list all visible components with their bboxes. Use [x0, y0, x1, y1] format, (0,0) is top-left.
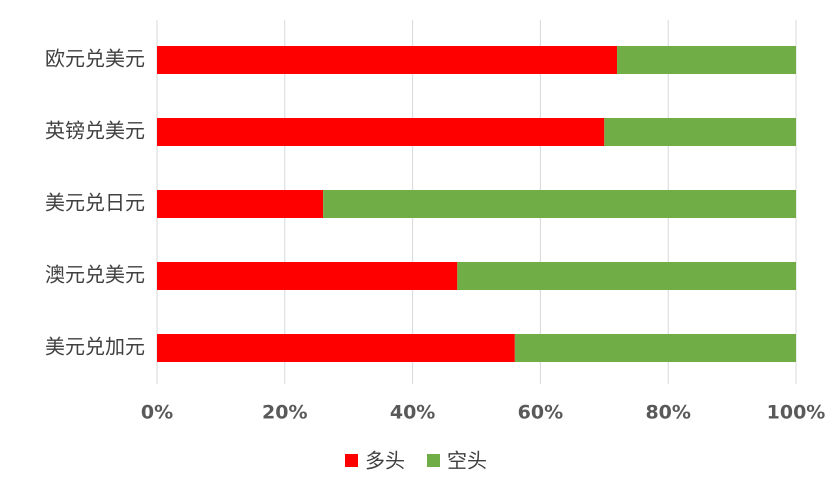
bar-segment [157, 334, 515, 362]
bar-segment [157, 118, 605, 146]
x-tick-label: 20% [262, 402, 307, 424]
x-tick-label: 100% [767, 402, 826, 424]
bar-segment [157, 46, 618, 74]
y-tick-label: 美元兑日元 [45, 191, 145, 215]
y-tick-label: 欧元兑美元 [45, 47, 145, 71]
bar-segment [157, 262, 458, 290]
bar-segment [617, 46, 796, 74]
x-tick-label: 60% [518, 402, 563, 424]
y-tick-label: 澳元兑美元 [45, 263, 145, 287]
bar-segment [457, 262, 796, 290]
legend-swatch [427, 454, 440, 467]
x-tick-label: 80% [645, 402, 690, 424]
x-tick-label: 40% [390, 402, 435, 424]
bar-segment [323, 190, 796, 218]
legend-label: 多头 [365, 449, 405, 473]
bar-segment [157, 190, 324, 218]
y-tick-label: 英镑兑美元 [45, 119, 145, 143]
x-tick-label: 0% [141, 402, 173, 424]
legend-swatch [345, 454, 358, 467]
y-tick-label: 美元兑加元 [45, 335, 145, 359]
legend-label: 空头 [447, 449, 487, 473]
bar-segment [604, 118, 796, 146]
bar-segment [514, 334, 796, 362]
